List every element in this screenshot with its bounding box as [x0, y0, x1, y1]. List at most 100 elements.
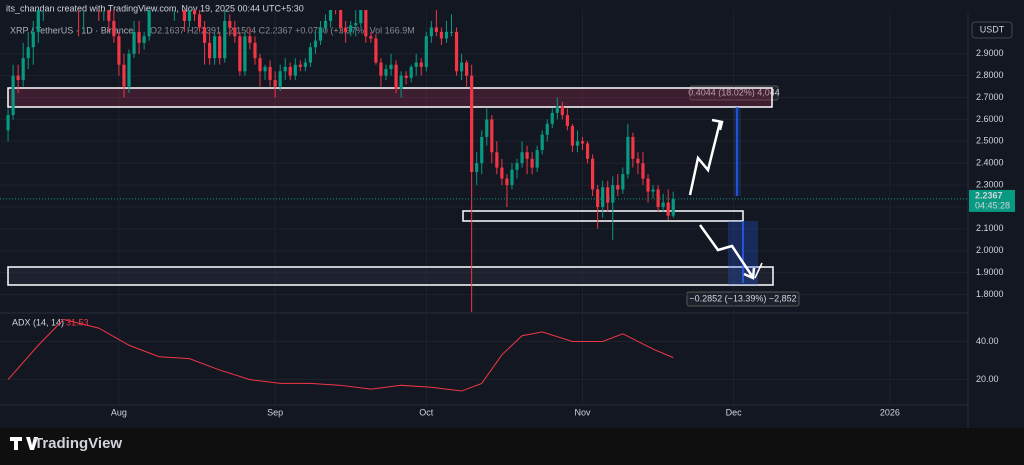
- annotation: −0.2852 (−13.39%) −2,852: [689, 293, 796, 303]
- candle-body: [298, 64, 302, 67]
- candle-body: [328, 10, 333, 21]
- candle-body: [545, 123, 549, 135]
- footer-bar: [0, 428, 1024, 465]
- y-tick-label: 2.9000: [976, 48, 1004, 58]
- candle-body: [364, 10, 368, 37]
- arrow-up: [688, 121, 722, 196]
- candle-body: [137, 31, 141, 43]
- candle-body: [580, 141, 585, 144]
- candle-body: [480, 136, 484, 164]
- y-tick-label: 2.8000: [976, 70, 1004, 80]
- candle-body: [359, 10, 363, 24]
- candle-body: [313, 40, 318, 48]
- candle-body: [238, 36, 242, 72]
- candle-body: [444, 31, 449, 39]
- candle-body: [439, 31, 444, 39]
- candle-body: [515, 163, 519, 170]
- candle-body: [465, 62, 469, 76]
- countdown: 04:45:28: [975, 200, 1010, 210]
- candle-body: [495, 152, 499, 168]
- candle-body: [510, 169, 514, 186]
- candle-body: [540, 134, 544, 151]
- candle-body: [233, 27, 237, 37]
- candle-body: [379, 62, 383, 76]
- candle-body: [636, 158, 640, 164]
- candle-body: [197, 14, 202, 28]
- arrow-down: [698, 224, 754, 277]
- candle-body: [601, 187, 605, 207]
- candle-body: [31, 31, 35, 48]
- candle-body: [223, 20, 227, 59]
- candle-body: [308, 47, 313, 63]
- candle-body: [565, 115, 569, 126]
- annotation-box: [686, 291, 800, 307]
- x-tick-label: Nov: [575, 407, 592, 417]
- currency: USDT: [980, 24, 1005, 34]
- candle-body: [283, 66, 287, 72]
- candle-body: [389, 64, 393, 70]
- candle-body: [218, 36, 222, 59]
- y-tick-label: 2.7000: [976, 92, 1004, 102]
- candle-body: [520, 152, 524, 164]
- arrow-head: [711, 118, 724, 131]
- candle-body: [404, 75, 408, 78]
- candle-body: [77, 10, 81, 11]
- candle-body: [570, 125, 575, 146]
- candle-body: [585, 143, 590, 159]
- candle-body: [278, 71, 282, 87]
- candle-body: [616, 185, 620, 190]
- candle-body: [434, 27, 438, 32]
- symbol: XRP / TetherUS · 1D · Binance: [10, 25, 133, 35]
- candle-body: [525, 152, 529, 159]
- candle-body: [303, 62, 307, 67]
- candle-body: [273, 80, 277, 87]
- footer-logo: TradingView: [34, 435, 122, 452]
- candle-body: [575, 141, 580, 146]
- candle-body: [243, 36, 247, 72]
- x-tick-label: Oct: [419, 407, 434, 417]
- candle-body: [454, 31, 459, 72]
- candle-body: [535, 150, 539, 168]
- adx-name: ADX (14, 14): [12, 317, 64, 327]
- arrow-head: [743, 267, 756, 280]
- candle-body: [288, 66, 292, 76]
- candle-body: [323, 20, 328, 28]
- candle-body: [142, 36, 146, 43]
- candle-body: [661, 202, 665, 207]
- header: its_chandan created with TradingView.com…: [6, 3, 304, 13]
- candle-body: [626, 136, 630, 175]
- x-tick-label: Aug: [111, 407, 127, 417]
- resistance-zone: [7, 87, 773, 108]
- candle-body: [192, 10, 197, 15]
- candle-body: [419, 62, 423, 67]
- candle-body: [530, 158, 534, 168]
- candle-body: [132, 31, 136, 54]
- candle-body: [449, 31, 454, 33]
- candle-body: [555, 106, 559, 113]
- candle-body: [112, 20, 116, 37]
- candle-body: [228, 20, 232, 28]
- candle-body: [611, 185, 615, 203]
- candle-body: [470, 75, 474, 172]
- candle-body: [621, 174, 625, 190]
- candle-body: [213, 36, 217, 59]
- price-tag: [969, 189, 1015, 212]
- candle-body: [339, 10, 343, 28]
- candle-body: [293, 64, 297, 76]
- y-tick-label: 2.3000: [976, 179, 1004, 189]
- candle-body: [394, 64, 398, 89]
- candle-body: [253, 42, 257, 59]
- y-tick-label: 2.1000: [976, 223, 1004, 233]
- y-tick-label: 20.00: [976, 374, 999, 384]
- adx-line: [7, 318, 674, 392]
- candle-body: [384, 69, 388, 76]
- candle-body: [631, 136, 635, 159]
- candle-body: [268, 66, 272, 81]
- main-pane: [6, 10, 774, 312]
- x-tick-label: 2026: [880, 407, 900, 417]
- candle-body: [505, 178, 509, 186]
- price-label: 2.2367: [975, 190, 1003, 200]
- candle-body: [656, 189, 660, 207]
